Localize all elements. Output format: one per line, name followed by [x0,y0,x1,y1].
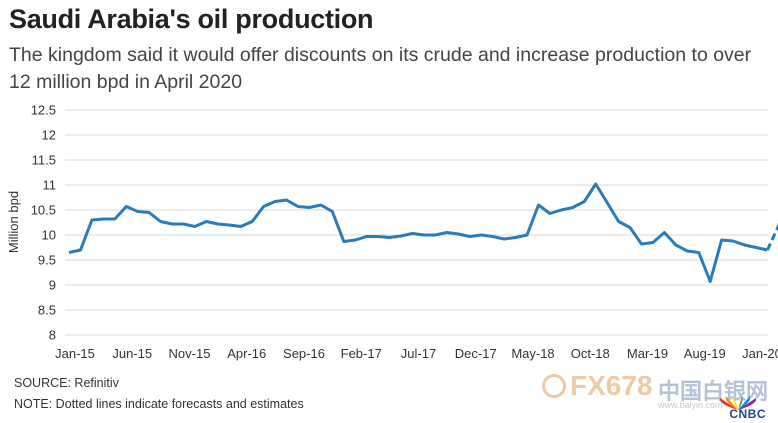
y-tick-label: 8 [49,328,56,343]
forecast-note: NOTE: Dotted lines indicate forecasts an… [14,397,304,411]
cnbc-logo: CNBC [708,396,772,421]
forecast-line [766,220,778,251]
peacock-icon [719,396,757,410]
x-tick-label: Dec-17 [455,346,497,361]
chart-title: Saudi Arabia's oil production [9,4,374,34]
chart-subtitle: The kingdom said it would offer discount… [9,44,752,93]
x-tick-label: Aug-19 [684,346,726,361]
x-tick-label: Jan-15 [55,346,95,361]
y-tick-label: 10.5 [31,203,56,218]
watermark-brand: FX678 [570,370,653,401]
x-tick-label: May-18 [511,346,554,361]
source-note: SOURCE: Refinitiv [14,376,119,390]
y-tick-label: 8.5 [38,303,56,318]
series-lines [68,182,778,283]
gridlines [65,109,768,336]
y-tick-label: 10 [42,228,56,243]
x-tick-label: Jun-15 [112,346,152,361]
x-tick-label: Nov-15 [169,346,211,361]
y-tick-label: 11.5 [32,153,56,168]
watermark-site: www.baiyin.com [658,400,723,410]
watermark-ring-icon [542,374,566,398]
y-tick-labels: 8 8.5 9 9.5 10 10.5 11 11.5 12 12.5 [31,103,56,343]
y-tick-label: 9.5 [38,253,56,268]
production-line [68,182,768,283]
x-tick-label: Oct-18 [571,346,610,361]
x-tick-label: Jan-20 [742,346,778,361]
cnbc-logo-text: CNBC [729,407,766,421]
x-tick-label: Apr-16 [227,346,266,361]
y-tick-label: 12.5 [31,103,56,118]
x-tick-label: Feb-17 [341,346,382,361]
x-tick-label: Sep-16 [283,346,325,361]
y-tick-label: 11 [43,178,57,193]
x-tick-labels: Jan-15 Jun-15 Nov-15 Apr-16 Sep-16 Feb-17 Jul-… [55,346,778,361]
y-tick-label: 9 [49,278,56,293]
x-tick-label: Jul-17 [401,346,436,361]
y-tick-label: 12 [42,128,56,143]
y-axis-label: Million bpd [6,191,21,253]
x-tick-label: Mar-19 [627,346,668,361]
